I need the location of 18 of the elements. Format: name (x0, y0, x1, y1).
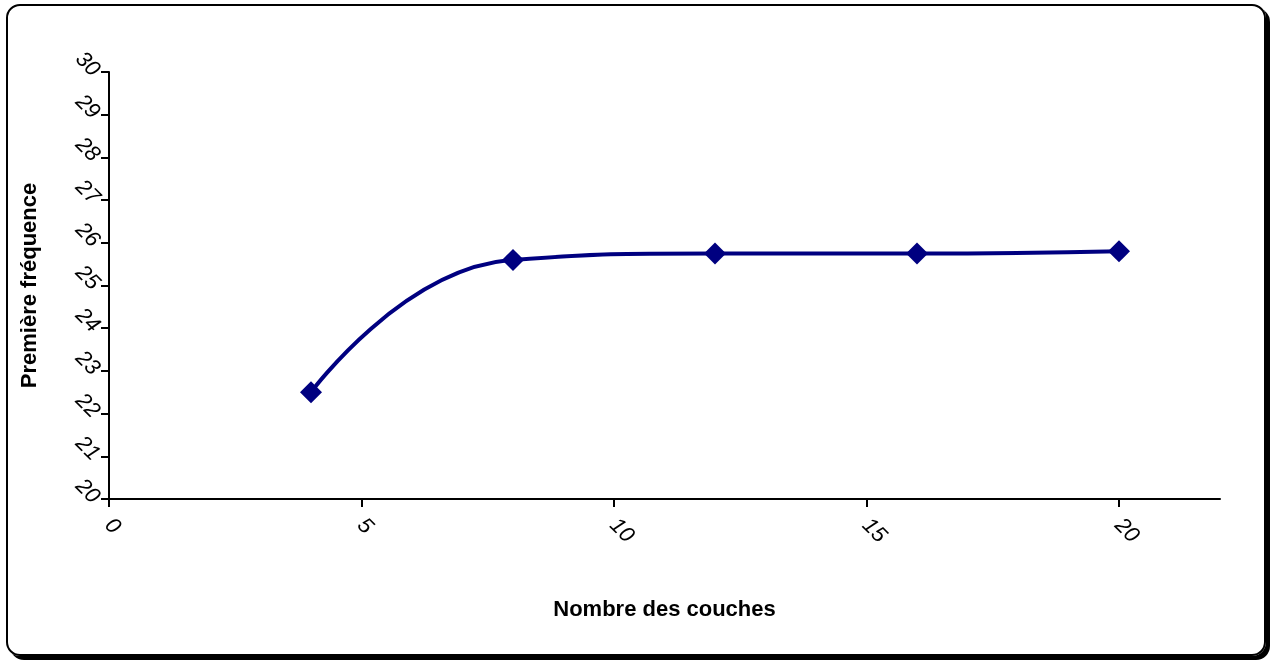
y-tick-label: 30 (70, 45, 107, 82)
y-tick-label: 27 (70, 173, 107, 210)
x-axis-title: Nombre des couches (553, 595, 776, 621)
x-tick-label: 5 (352, 512, 380, 540)
y-tick-label: 26 (70, 215, 107, 253)
y-tick-label: 23 (70, 344, 107, 381)
y-tick-label: 29 (70, 87, 106, 124)
y-tick-label: 28 (70, 130, 107, 167)
y-tick-label: 25 (70, 258, 107, 295)
x-tick-label: 10 (605, 512, 641, 548)
y-tick-label: 20 (70, 472, 107, 509)
x-tick-label: 15 (857, 512, 894, 548)
y-tick-label: 22 (70, 386, 106, 423)
y-tick-label: 21 (70, 429, 106, 466)
y-axis-title: Première fréquence (15, 182, 41, 389)
y-tick-label: 24 (70, 301, 106, 338)
x-tick-label: 20 (1109, 511, 1146, 548)
x-tick-label: 0 (100, 512, 128, 540)
